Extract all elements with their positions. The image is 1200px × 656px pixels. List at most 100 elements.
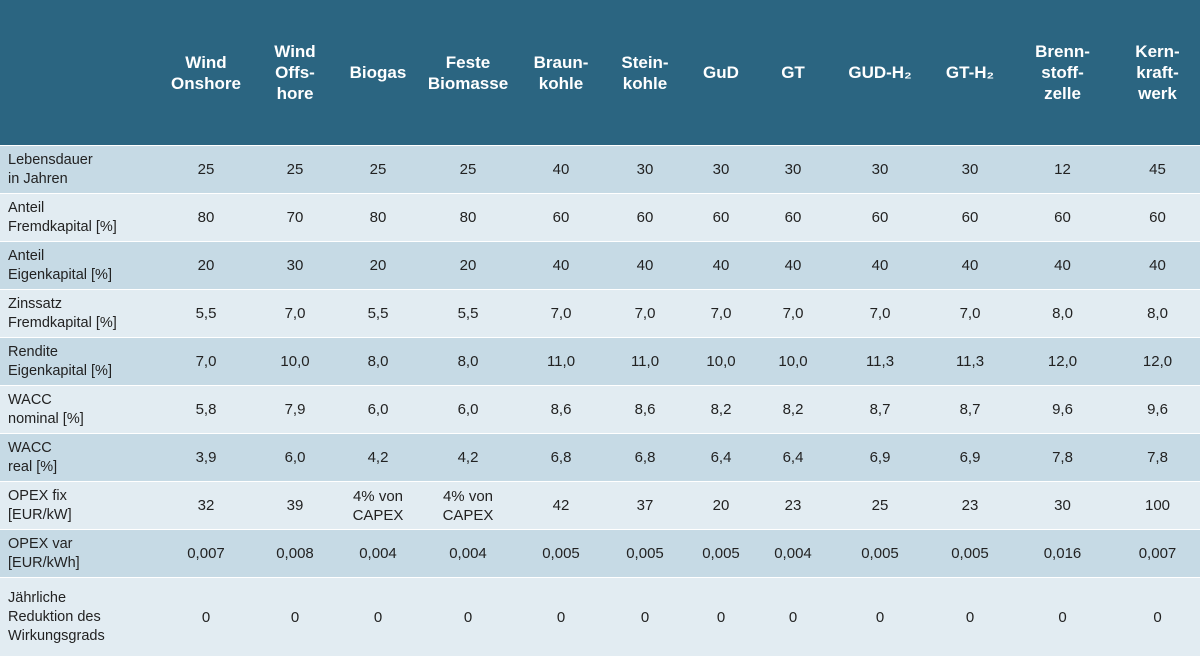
cell: 12,0 (1115, 338, 1200, 386)
text-line: kohle (606, 73, 684, 94)
cell: 12 (1010, 146, 1115, 194)
text-line: kohle (520, 73, 602, 94)
cell: 10,0 (686, 338, 756, 386)
cell: 9,6 (1010, 386, 1115, 434)
cell: 0,005 (930, 530, 1010, 578)
cell: 60 (686, 194, 756, 242)
cell: 0 (252, 578, 338, 656)
cell: 25 (252, 146, 338, 194)
cell: 6,8 (604, 434, 686, 482)
cell: 60 (518, 194, 604, 242)
text-line: Lebensdauer (8, 151, 160, 170)
text-line: Wirkungsgrads (8, 627, 160, 646)
cell: 60 (756, 194, 830, 242)
cell: 7,8 (1115, 434, 1200, 482)
cell: 25 (418, 146, 518, 194)
cell: 7,0 (830, 290, 930, 338)
text-line: kraft- (1117, 62, 1198, 83)
text-line: Jährliche (8, 589, 160, 608)
cell: 25 (830, 482, 930, 530)
text-line: Eigenkapital [%] (8, 266, 160, 285)
cell: 45 (1115, 146, 1200, 194)
cell: 7,0 (686, 290, 756, 338)
cell: 7,8 (1010, 434, 1115, 482)
text-line: Feste (420, 52, 516, 73)
cell: 80 (338, 194, 418, 242)
text-line: Wind (162, 52, 250, 73)
cell: 30 (604, 146, 686, 194)
column-header: GuD (686, 0, 756, 146)
cell: 30 (756, 146, 830, 194)
cell: 6,8 (518, 434, 604, 482)
text-line: Stein- (606, 52, 684, 73)
cell: 70 (252, 194, 338, 242)
cell: 42 (518, 482, 604, 530)
cell: 40 (930, 242, 1010, 290)
cell: 30 (1010, 482, 1115, 530)
cell: 40 (1010, 242, 1115, 290)
cell: 9,6 (1115, 386, 1200, 434)
cell: 0,005 (518, 530, 604, 578)
column-header: Stein-kohle (604, 0, 686, 146)
cell: 0,004 (756, 530, 830, 578)
cell: 5,5 (338, 290, 418, 338)
text-line: Offs- (254, 62, 336, 83)
cell: 30 (930, 146, 1010, 194)
cell: 8,2 (756, 386, 830, 434)
cell: 100 (1115, 482, 1200, 530)
text-line: Biogas (340, 62, 416, 83)
column-header: GT-H₂ (930, 0, 1010, 146)
cell: 7,0 (160, 338, 252, 386)
cell: 11,3 (830, 338, 930, 386)
cell: 0 (338, 578, 418, 656)
text-line: OPEX var (8, 535, 160, 554)
cell: 80 (160, 194, 252, 242)
cell: 40 (518, 242, 604, 290)
text-line: 4% von (418, 487, 518, 506)
text-line: OPEX fix (8, 487, 160, 506)
cell: 60 (1115, 194, 1200, 242)
cell: 25 (338, 146, 418, 194)
cell: 60 (604, 194, 686, 242)
cell: 30 (252, 242, 338, 290)
text-line: Eigenkapital [%] (8, 362, 160, 381)
cell: 0,005 (686, 530, 756, 578)
column-header: Braun-kohle (518, 0, 604, 146)
cell: 6,0 (418, 386, 518, 434)
text-line: real [%] (8, 458, 160, 477)
text-line: zelle (1012, 83, 1113, 104)
text-line: Fremdkapital [%] (8, 218, 160, 237)
cell: 0,005 (604, 530, 686, 578)
cell: 7,9 (252, 386, 338, 434)
cell: 40 (604, 242, 686, 290)
column-header: GT (756, 0, 830, 146)
cell: 7,0 (930, 290, 1010, 338)
cell: 6,9 (930, 434, 1010, 482)
cell: 5,5 (160, 290, 252, 338)
cell: 40 (686, 242, 756, 290)
cell: 8,0 (1010, 290, 1115, 338)
text-line: nominal [%] (8, 410, 160, 429)
text-line: CAPEX (338, 506, 418, 525)
text-line: Anteil (8, 247, 160, 266)
text-line: Rendite (8, 343, 160, 362)
cell: 10,0 (756, 338, 830, 386)
cell: 80 (418, 194, 518, 242)
cell: 0,004 (338, 530, 418, 578)
text-line: 4% von (338, 487, 418, 506)
cell: 0 (1115, 578, 1200, 656)
row-label: OPEX fix[EUR/kW] (0, 482, 160, 530)
cell: 0 (830, 578, 930, 656)
text-line: Reduktion des (8, 608, 160, 627)
text-line: Brenn- (1012, 41, 1113, 62)
cell: 0,005 (830, 530, 930, 578)
cell: 60 (830, 194, 930, 242)
